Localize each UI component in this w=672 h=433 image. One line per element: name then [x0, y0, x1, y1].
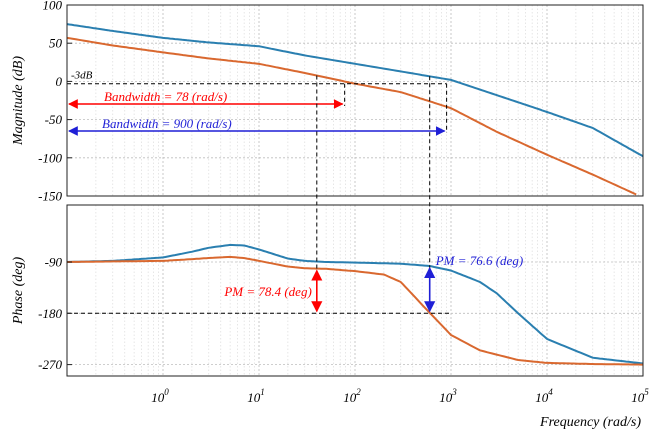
phase-margin-76-label: PM = 76.6 (deg) — [435, 253, 523, 268]
x-tick-label-base: 10 — [151, 390, 165, 405]
phase-margin-78-label: PM = 78.4 (deg) — [223, 284, 311, 299]
phase-y-tick-label: -180 — [38, 306, 62, 321]
x-tick-label-base: 10 — [247, 390, 261, 405]
bandwidth-78-label: Bandwidth = 78 (rad/s) — [104, 89, 227, 104]
x-tick-label: 102 — [343, 387, 361, 405]
mag-y-tick-label: -100 — [38, 150, 62, 165]
x-tick-label-exponent: 1 — [260, 387, 265, 397]
x-tick-label: 103 — [439, 387, 457, 405]
x-tick-label: 105 — [631, 387, 649, 405]
phase-axes-frame — [66, 204, 644, 377]
bandwidth-900-label: Bandwidth = 900 (rad/s) — [102, 116, 232, 131]
mag-axes-frame — [66, 4, 644, 197]
phase-series-2-line — [67, 255, 643, 366]
x-tick-label-base: 10 — [535, 390, 549, 405]
mag-y-tick-label: 0 — [56, 74, 63, 89]
x-tick-label-exponent: 4 — [548, 387, 553, 397]
mag-y-tick-label: -50 — [45, 112, 63, 127]
magnitude-series-1-line — [66, 23, 644, 158]
mag-y-tick-label: -150 — [38, 189, 62, 204]
phase-y-tick-label: -90 — [45, 255, 63, 270]
x-tick-label-base: 10 — [631, 390, 645, 405]
x-tick-label: 104 — [535, 387, 553, 405]
phase-y-tick-label: -270 — [38, 357, 62, 372]
phase-axis-label: Phase (deg) — [11, 257, 26, 326]
x-tick-label: 101 — [247, 387, 265, 405]
mag-y-tick-label: 50 — [49, 36, 63, 51]
phase-series-1-line — [66, 243, 644, 365]
minus-3db-label: -3dB — [71, 70, 93, 82]
x-tick-label: 100 — [151, 387, 169, 405]
mag-y-tick-label: 100 — [43, 0, 63, 13]
magnitude-axis-label: Magnitude (dB) — [11, 56, 26, 146]
x-tick-label-exponent: 2 — [356, 387, 361, 397]
x-tick-label-base: 10 — [343, 390, 357, 405]
x-axis-label: Frequency (rad/s) — [539, 415, 641, 430]
x-tick-label-exponent: 5 — [644, 387, 649, 397]
magnitude-series-2-line — [66, 36, 637, 196]
x-tick-label-exponent: 0 — [164, 387, 169, 397]
x-tick-label-base: 10 — [439, 390, 453, 405]
x-tick-label-exponent: 3 — [451, 387, 457, 397]
